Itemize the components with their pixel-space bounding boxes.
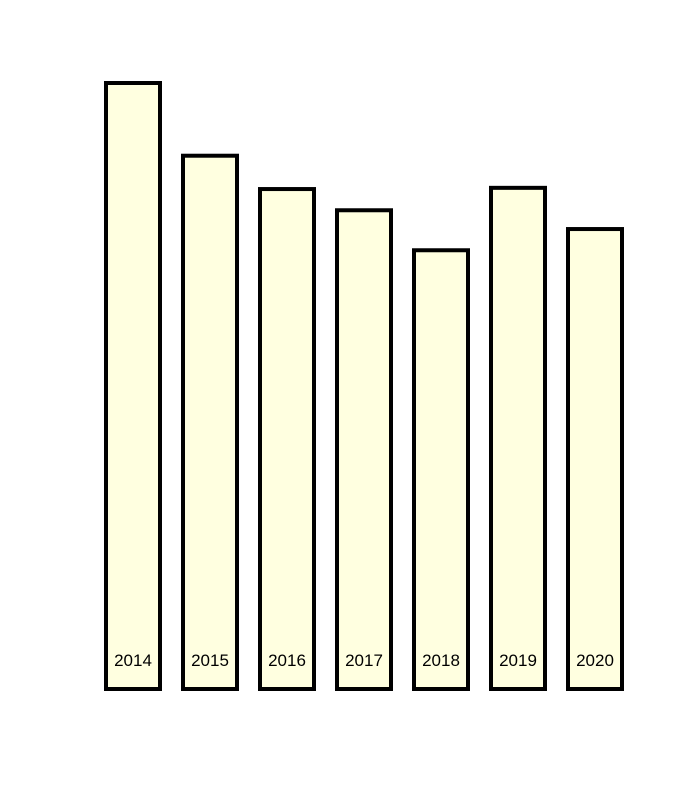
bar-2018 (412, 248, 470, 691)
bar-label-2018: 2018 (422, 651, 460, 670)
bar-2014 (104, 81, 162, 691)
bar-label-2016: 2016 (268, 651, 306, 670)
bar-2019 (489, 185, 547, 691)
labels-group: 2014 2015 2016 2017 2018 2019 2020 (114, 651, 614, 670)
bar-label-2015: 2015 (191, 651, 229, 670)
bar-2020 (566, 227, 624, 692)
bar-label-2017: 2017 (345, 651, 383, 670)
bar-2015 (181, 153, 239, 692)
bar-2016 (258, 187, 316, 692)
bar-2017 (335, 208, 393, 691)
bars-group (104, 81, 624, 692)
bar-label-2019: 2019 (499, 651, 537, 670)
bar-label-2020: 2020 (576, 651, 614, 670)
bar-label-2014: 2014 (114, 651, 152, 670)
